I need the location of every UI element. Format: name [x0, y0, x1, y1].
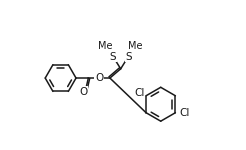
Text: S: S — [125, 51, 132, 61]
Text: O: O — [95, 73, 103, 83]
Text: S: S — [125, 51, 132, 61]
Text: Cl: Cl — [179, 108, 190, 118]
Text: Me: Me — [98, 42, 112, 51]
Text: O: O — [95, 73, 103, 83]
Text: Cl: Cl — [134, 88, 144, 98]
Text: O: O — [80, 87, 88, 97]
Text: O: O — [80, 87, 88, 97]
Text: S: S — [110, 51, 116, 61]
Text: Cl: Cl — [179, 108, 190, 118]
Text: Me: Me — [128, 42, 143, 51]
Text: S: S — [110, 51, 116, 61]
Text: Cl: Cl — [134, 88, 144, 98]
Text: Me: Me — [98, 42, 112, 51]
Text: Me: Me — [128, 42, 143, 51]
